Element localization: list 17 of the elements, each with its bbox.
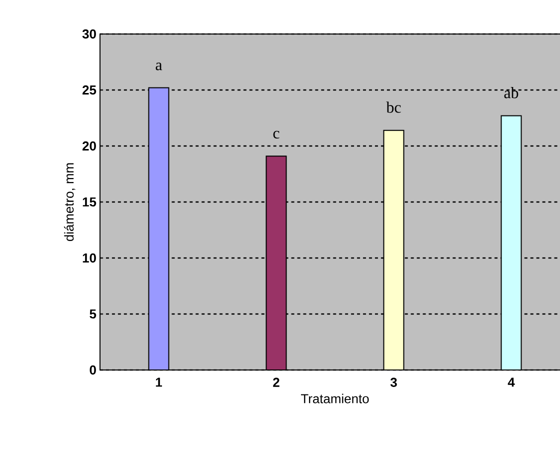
x-tick-label: 2 bbox=[273, 378, 280, 387]
y-tick-label: 5 bbox=[90, 309, 96, 319]
data-label: bc bbox=[386, 102, 401, 113]
data-label: a bbox=[156, 62, 162, 70]
x-tick-label: 1 bbox=[156, 378, 162, 387]
data-label: c bbox=[273, 130, 280, 139]
y-tick-label: 0 bbox=[90, 365, 96, 375]
y-tick-label: 10 bbox=[82, 253, 96, 263]
y-tick-label: 20 bbox=[82, 141, 96, 151]
y-tick-label: 25 bbox=[82, 85, 96, 95]
data-label: ab bbox=[504, 87, 518, 98]
y-axis-title: diámetro, mm bbox=[64, 163, 76, 242]
x-tick-label: 4 bbox=[508, 378, 515, 387]
y-tick-label: 15 bbox=[82, 197, 96, 207]
y-tick-label: 30 bbox=[82, 29, 96, 39]
x-tick-label: 3 bbox=[390, 378, 397, 387]
x-axis-title: Tratamiento bbox=[300, 394, 369, 404]
